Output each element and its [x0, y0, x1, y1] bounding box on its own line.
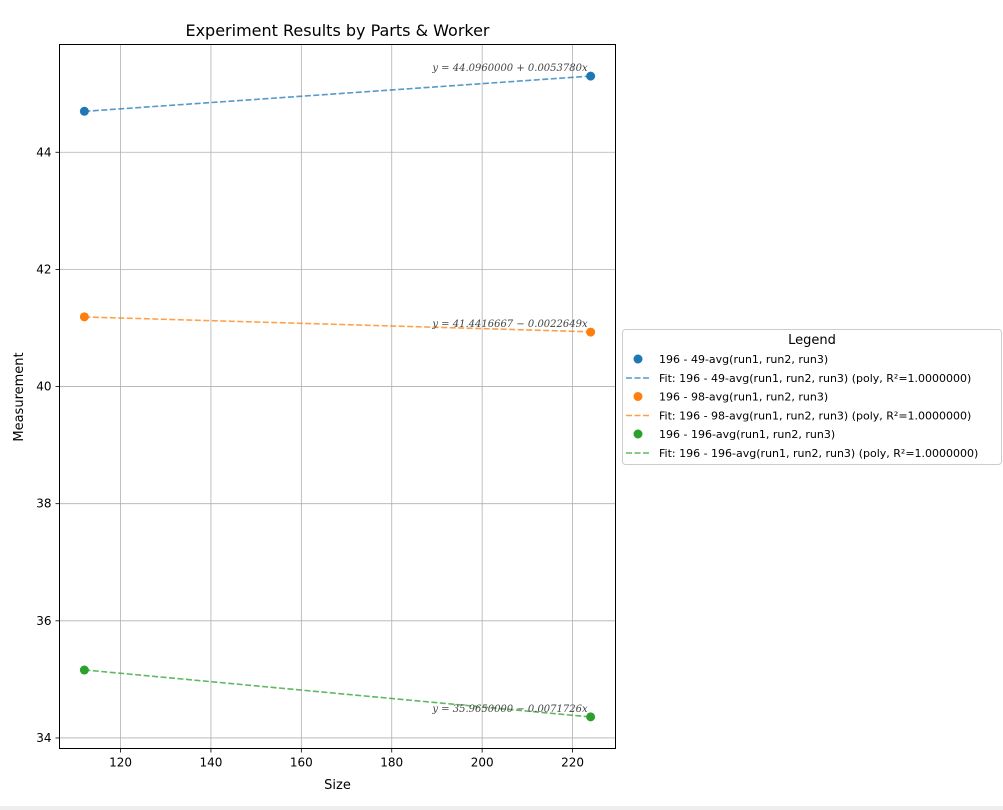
x-axis: 120 140 160 180 200 220 [109, 748, 584, 770]
legend-fit-label: Fit: 196 - 49-avg(run1, run2, run3) (pol… [659, 372, 971, 385]
legend-label: 196 - 49-avg(run1, run2, run3) [659, 353, 828, 366]
y-tick-label: 34 [36, 731, 51, 745]
legend-marker [633, 429, 643, 439]
data-point [586, 712, 596, 722]
legend: Legend 196 - 49-avg(run1, run2, run3) Fit… [622, 329, 1002, 465]
legend-marker [633, 392, 643, 401]
x-axis-label: Size [324, 778, 351, 793]
legend-fit-label: Fit: 196 - 196-avg(run1, run2, run3) (po… [659, 447, 978, 460]
x-tick-label: 140 [199, 756, 222, 770]
y-tick-label: 38 [36, 497, 51, 511]
x-tick-label: 160 [290, 756, 313, 770]
data-point [79, 665, 89, 675]
fit-equation: y = 41.4416667 − 0.0022649x [431, 319, 588, 330]
data-point [79, 106, 89, 116]
legend-marker [633, 354, 643, 364]
y-tick-label: 42 [36, 262, 51, 276]
y-tick-label: 40 [36, 380, 51, 394]
y-tick-label: 44 [36, 145, 51, 159]
data-point [586, 327, 596, 337]
data-point [79, 312, 89, 322]
x-tick-label: 120 [109, 756, 132, 770]
bottom-strip [0, 806, 1003, 810]
x-tick-label: 200 [471, 756, 494, 770]
y-axis: 34 36 38 40 42 44 [36, 145, 60, 745]
fit-equation: y = 44.0960000 + 0.0053780x [431, 63, 588, 74]
fit-line [84, 75, 591, 113]
legend-box [622, 329, 1002, 465]
legend-label: 196 - 98-avg(run1, run2, run3) [659, 391, 828, 404]
fit-equations: y = 44.0960000 + 0.0053780x y = 41.441666… [431, 63, 588, 715]
chart-title: Experiment Results by Parts & Worker [185, 21, 489, 40]
fit-line [84, 316, 591, 333]
data-points [79, 71, 596, 722]
plot-frame [59, 44, 616, 749]
data-point [586, 71, 596, 81]
legend-title: Legend [788, 333, 836, 348]
fit-lines [84, 75, 591, 718]
y-axis-label: Measurement [12, 352, 27, 441]
fit-equation: y = 35.9650000 − 0.0071726x [431, 704, 588, 715]
y-tick-label: 36 [36, 614, 51, 628]
x-tick-label: 220 [561, 756, 584, 770]
legend-label: 196 - 196-avg(run1, run2, run3) [659, 428, 835, 441]
grid [59, 44, 616, 749]
x-tick-label: 180 [380, 756, 403, 770]
legend-fit-label: Fit: 196 - 98-avg(run1, run2, run3) (pol… [659, 410, 971, 423]
